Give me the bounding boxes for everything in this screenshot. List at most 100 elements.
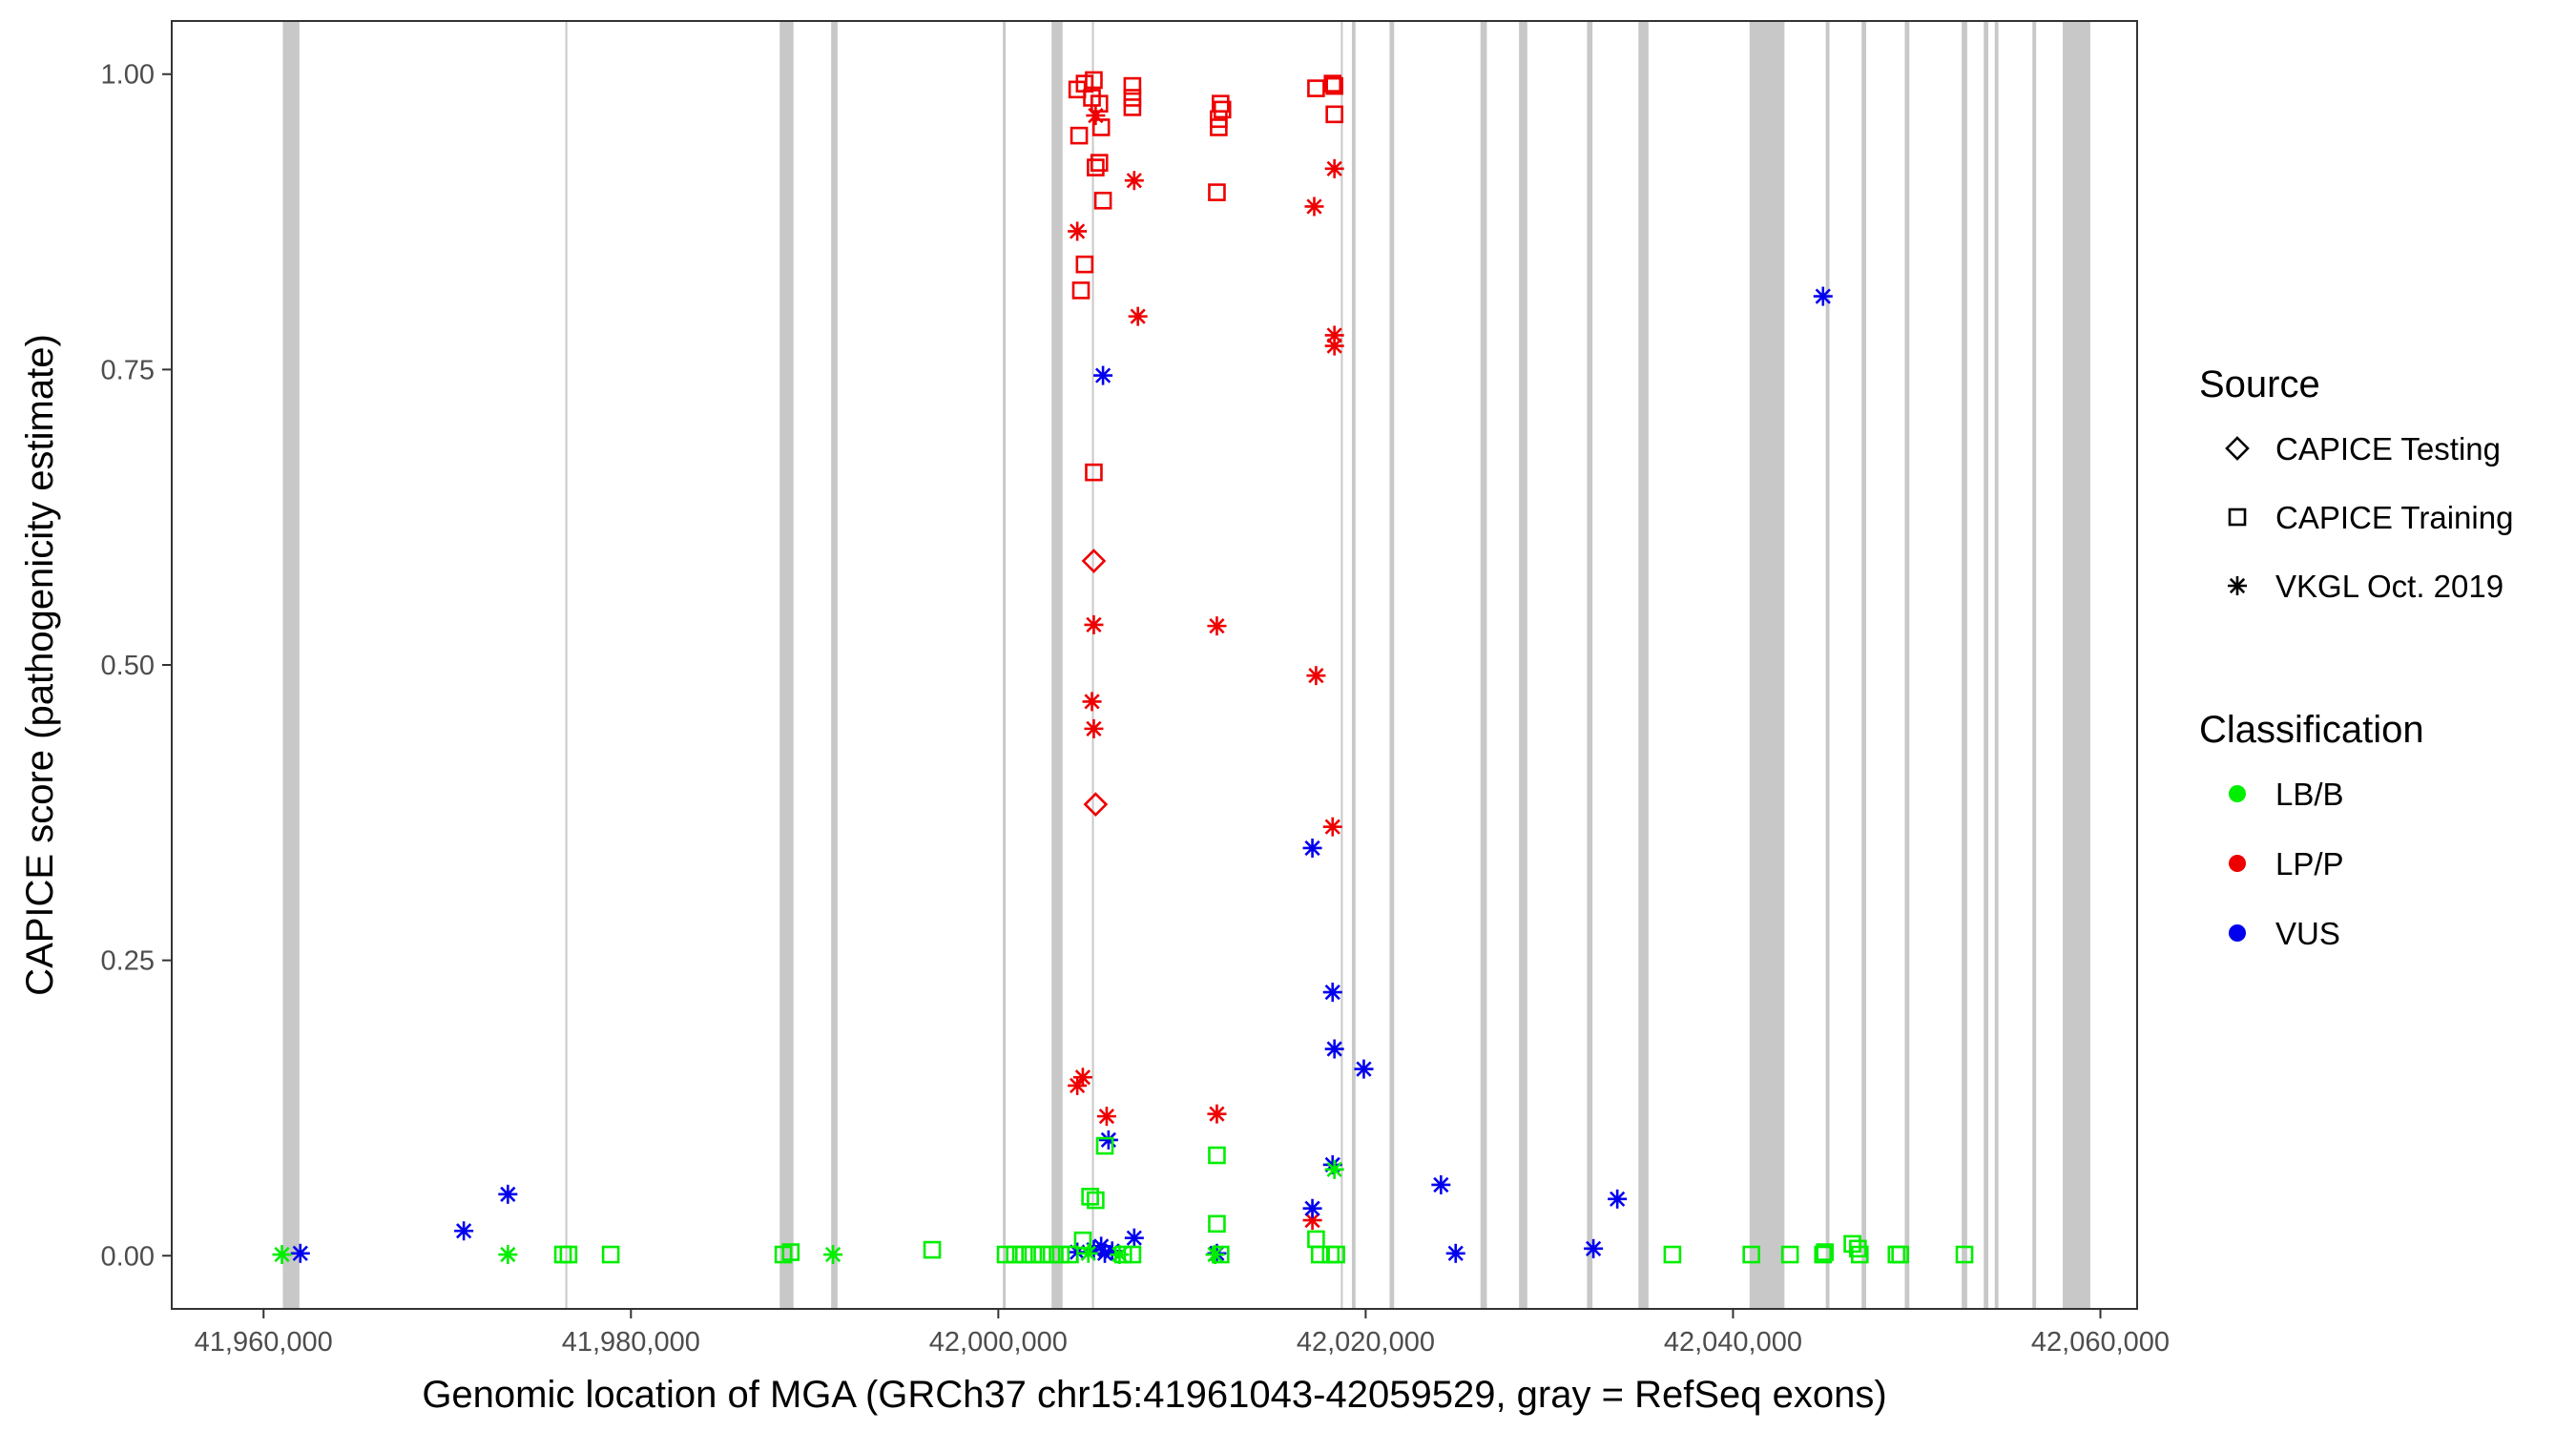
exon-band bbox=[1984, 21, 1989, 1309]
data-point bbox=[1123, 76, 1142, 95]
exon-band bbox=[1638, 21, 1649, 1309]
data-point bbox=[1068, 1075, 1088, 1095]
data-point bbox=[1093, 191, 1112, 210]
data-point bbox=[601, 1245, 620, 1264]
legend-source-title: Source bbox=[2199, 363, 2320, 405]
data-points bbox=[272, 71, 1974, 1265]
legend-key-marker bbox=[2228, 576, 2247, 595]
data-point bbox=[1850, 1245, 1869, 1264]
data-point bbox=[1085, 71, 1103, 90]
data-point bbox=[1955, 1245, 1974, 1264]
exon-band bbox=[1091, 21, 1094, 1309]
data-point bbox=[1128, 306, 1148, 326]
x-axis-title: Genomic location of MGA (GRCh37 chr15:41… bbox=[422, 1374, 1886, 1416]
data-point bbox=[1090, 154, 1109, 172]
data-point bbox=[272, 1245, 292, 1265]
data-point bbox=[1780, 1245, 1799, 1264]
y-tick-label: 0.75 bbox=[101, 355, 155, 385]
data-point bbox=[1015, 1245, 1033, 1264]
exon-band bbox=[1051, 21, 1063, 1309]
data-point bbox=[1068, 221, 1088, 241]
data-point bbox=[1431, 1174, 1451, 1194]
data-point bbox=[1208, 183, 1226, 201]
data-point bbox=[1584, 1238, 1604, 1258]
x-tick-label: 42,040,000 bbox=[1664, 1327, 1802, 1358]
exon-band bbox=[1994, 21, 1999, 1309]
data-point bbox=[1210, 118, 1228, 136]
exon-band bbox=[565, 21, 568, 1309]
data-point bbox=[1891, 1245, 1909, 1264]
data-point bbox=[1321, 1245, 1340, 1264]
data-point bbox=[1322, 817, 1342, 837]
legend-label-vus: VUS bbox=[2275, 916, 2340, 951]
exon-band bbox=[1825, 21, 1830, 1309]
data-point bbox=[1098, 1130, 1118, 1150]
data-point bbox=[1307, 79, 1325, 97]
exon-band bbox=[1962, 21, 1967, 1309]
x-tick-label: 42,060,000 bbox=[2031, 1327, 2170, 1358]
data-point bbox=[823, 1245, 843, 1265]
y-tick-label: 0.25 bbox=[101, 946, 155, 977]
data-point bbox=[1302, 838, 1322, 858]
data-point bbox=[1024, 1245, 1043, 1264]
data-point bbox=[1078, 1243, 1098, 1263]
legend-item-capice-training: CAPICE Training bbox=[2228, 500, 2513, 535]
legend-label-capice-training: CAPICE Training bbox=[2275, 500, 2513, 535]
x-tick-label: 41,980,000 bbox=[562, 1327, 700, 1358]
y-axis-title: CAPICE score (pathogenicity estimate) bbox=[19, 334, 61, 996]
data-point bbox=[1051, 1245, 1070, 1264]
exon-band bbox=[2032, 21, 2037, 1309]
data-point bbox=[1083, 792, 1109, 817]
data-point bbox=[1207, 1104, 1227, 1124]
data-point bbox=[1110, 1245, 1130, 1265]
exon-band bbox=[1749, 21, 1756, 1309]
data-point bbox=[1307, 1230, 1325, 1249]
data-point bbox=[1742, 1245, 1761, 1264]
data-point bbox=[1814, 1245, 1833, 1264]
data-point bbox=[1887, 1245, 1906, 1264]
diamond-icon bbox=[2225, 436, 2250, 461]
data-point bbox=[1327, 1245, 1345, 1264]
exon-band bbox=[1587, 21, 1593, 1309]
exon-band bbox=[779, 21, 794, 1309]
legend-item-capice-testing: CAPICE Testing bbox=[2225, 431, 2501, 467]
legend-item-vus: VUS bbox=[2229, 916, 2340, 951]
data-point bbox=[1304, 197, 1324, 217]
data-point bbox=[1325, 105, 1343, 124]
data-point bbox=[1082, 692, 1102, 712]
y-tick-label: 0.50 bbox=[101, 651, 155, 681]
data-point bbox=[1322, 983, 1342, 1003]
legend-item-lp-p: LP/P bbox=[2229, 846, 2344, 881]
legend-label-capice-testing: CAPICE Testing bbox=[2275, 431, 2501, 467]
legend-key-dot bbox=[2229, 785, 2246, 802]
legend-key-marker bbox=[2228, 508, 2247, 527]
exon-band bbox=[1351, 21, 1356, 1309]
exon-band bbox=[2063, 21, 2090, 1309]
data-point bbox=[1445, 1243, 1465, 1263]
data-point bbox=[1124, 171, 1144, 191]
data-point bbox=[1042, 1245, 1061, 1264]
data-point bbox=[1071, 281, 1091, 300]
data-point bbox=[781, 1243, 800, 1261]
legend: Source CAPICE Testing CAPICE Training VK… bbox=[2199, 363, 2513, 951]
y-tick-label: 1.00 bbox=[101, 60, 155, 91]
exon-band bbox=[1861, 21, 1867, 1309]
legend-label-vkgl: VKGL Oct. 2019 bbox=[2275, 569, 2503, 604]
dot-icon-blue bbox=[2229, 924, 2246, 942]
data-point bbox=[1123, 98, 1142, 116]
data-point bbox=[1354, 1059, 1374, 1079]
asterisk-icon bbox=[2228, 576, 2247, 595]
x-tick-label: 42,000,000 bbox=[929, 1327, 1068, 1358]
data-point bbox=[1324, 1159, 1344, 1179]
dot-icon-green bbox=[2229, 785, 2246, 802]
data-point bbox=[498, 1184, 518, 1204]
y-tick-label: 0.00 bbox=[101, 1241, 155, 1272]
exon-band bbox=[1480, 21, 1487, 1309]
exon-band bbox=[1340, 21, 1343, 1309]
data-point bbox=[1093, 365, 1113, 385]
data-point bbox=[1325, 76, 1343, 95]
data-point bbox=[1310, 1245, 1329, 1264]
data-point bbox=[1208, 1214, 1226, 1234]
exon-band bbox=[1904, 21, 1910, 1309]
